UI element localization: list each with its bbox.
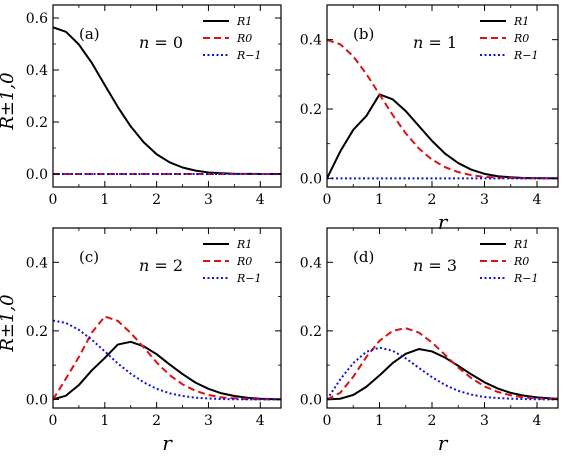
series-line-r0 (327, 327, 558, 401)
x-tick-label: 1 (375, 192, 384, 208)
y-tick-label: 0.4 (300, 33, 322, 49)
legend-label: R−1 (236, 272, 262, 285)
panel-label: (a) (79, 25, 100, 43)
x-tick-label: 3 (480, 192, 489, 208)
y-axis-label: R±1,0 (0, 294, 18, 352)
panel-c: 0 1 2 3 4 0.0 0.2 0.4 (c) n = 2 R1 R0 R−1 r R±1,0 (0, 227, 282, 455)
series-line-r1 (53, 340, 281, 401)
panel-label: (c) (79, 248, 99, 266)
x-tick-label: 1 (100, 413, 109, 429)
legend-label: R0 (236, 32, 252, 45)
y-tick-label: 0.6 (26, 11, 48, 27)
n-annotation: n = 2 (139, 256, 183, 275)
series-line-rm1 (53, 319, 281, 401)
legend-label: R0 (236, 255, 252, 268)
x-tick-label: 3 (480, 413, 489, 429)
panel-d: 0 1 2 3 4 0.0 0.2 0.4 (d) n = 3 R1 R0 R−1 r (300, 227, 559, 455)
x-tick-label: 0 (49, 413, 58, 429)
y-tick-label: 0.2 (26, 115, 48, 131)
panel-b: 0 1 2 3 4 0.0 0.2 0.4 (b) n = 1 R1 R0 R−1 r (300, 4, 559, 234)
y-tick-label: 0.2 (300, 102, 322, 118)
series-line-r1 (327, 93, 558, 180)
legend-label: R−1 (513, 272, 539, 285)
x-tick-label: 0 (323, 192, 332, 208)
x-tick-label: 4 (533, 192, 542, 208)
x-tick-label: 1 (100, 192, 109, 208)
y-tick-label: 0.4 (26, 255, 48, 271)
panel-a: 0 1 2 3 4 0.0 0.2 0.4 0.6 (a) n = 0 R1 R0 R−1 R±1,0 (0, 4, 282, 208)
panel-label: (b) (353, 25, 374, 43)
y-tick-label: 0.4 (26, 63, 48, 79)
series-line-r1 (327, 348, 558, 401)
x-tick-label: 2 (428, 192, 437, 208)
plot-frame (52, 227, 282, 409)
plot-frame (326, 227, 559, 409)
legend-label: R−1 (513, 49, 539, 62)
y-tick-label: 0.0 (300, 392, 322, 408)
legend-label: R1 (236, 15, 252, 28)
y-axis-label: R±1,0 (0, 72, 18, 130)
legend: R1 R0 R−1 (203, 238, 262, 285)
n-annotation: n = 0 (139, 33, 183, 52)
legend-label: R1 (513, 238, 529, 251)
x-tick-label: 2 (152, 192, 161, 208)
x-tick-label: 0 (49, 192, 58, 208)
y-tick-label: 0.0 (26, 167, 48, 183)
series-line-r0 (327, 39, 558, 180)
plot-frame (326, 4, 559, 188)
legend-label: R1 (236, 238, 252, 251)
x-axis-label: r (162, 431, 173, 455)
y-tick-label: 0.2 (300, 324, 322, 340)
x-tick-label: 4 (256, 413, 265, 429)
panel-label: (d) (353, 248, 374, 266)
n-annotation: n = 1 (413, 33, 457, 52)
y-tick-label: 0.2 (26, 324, 48, 340)
legend: R1 R0 R−1 (480, 238, 539, 285)
legend-label: R0 (513, 32, 529, 45)
legend-label: R0 (513, 255, 529, 268)
x-tick-label: 2 (428, 413, 437, 429)
x-axis-label: r (438, 431, 449, 455)
y-tick-label: 0.0 (300, 171, 322, 187)
x-tick-label: 2 (152, 413, 161, 429)
x-tick-label: 4 (256, 192, 265, 208)
n-annotation: n = 3 (413, 256, 457, 275)
legend-label: R−1 (236, 49, 262, 62)
legend: R1 R0 R−1 (480, 15, 539, 62)
legend: R1 R0 R−1 (203, 15, 262, 62)
legend-label: R1 (513, 15, 529, 28)
x-tick-label: 4 (533, 413, 542, 429)
x-tick-label: 1 (375, 413, 384, 429)
x-axis-label: r (438, 210, 449, 234)
x-tick-label: 3 (204, 413, 213, 429)
x-tick-label: 3 (204, 192, 213, 208)
y-tick-label: 0.4 (300, 255, 322, 271)
x-tick-label: 0 (323, 413, 332, 429)
y-tick-label: 0.0 (26, 392, 48, 408)
series-line-r0 (53, 315, 281, 401)
